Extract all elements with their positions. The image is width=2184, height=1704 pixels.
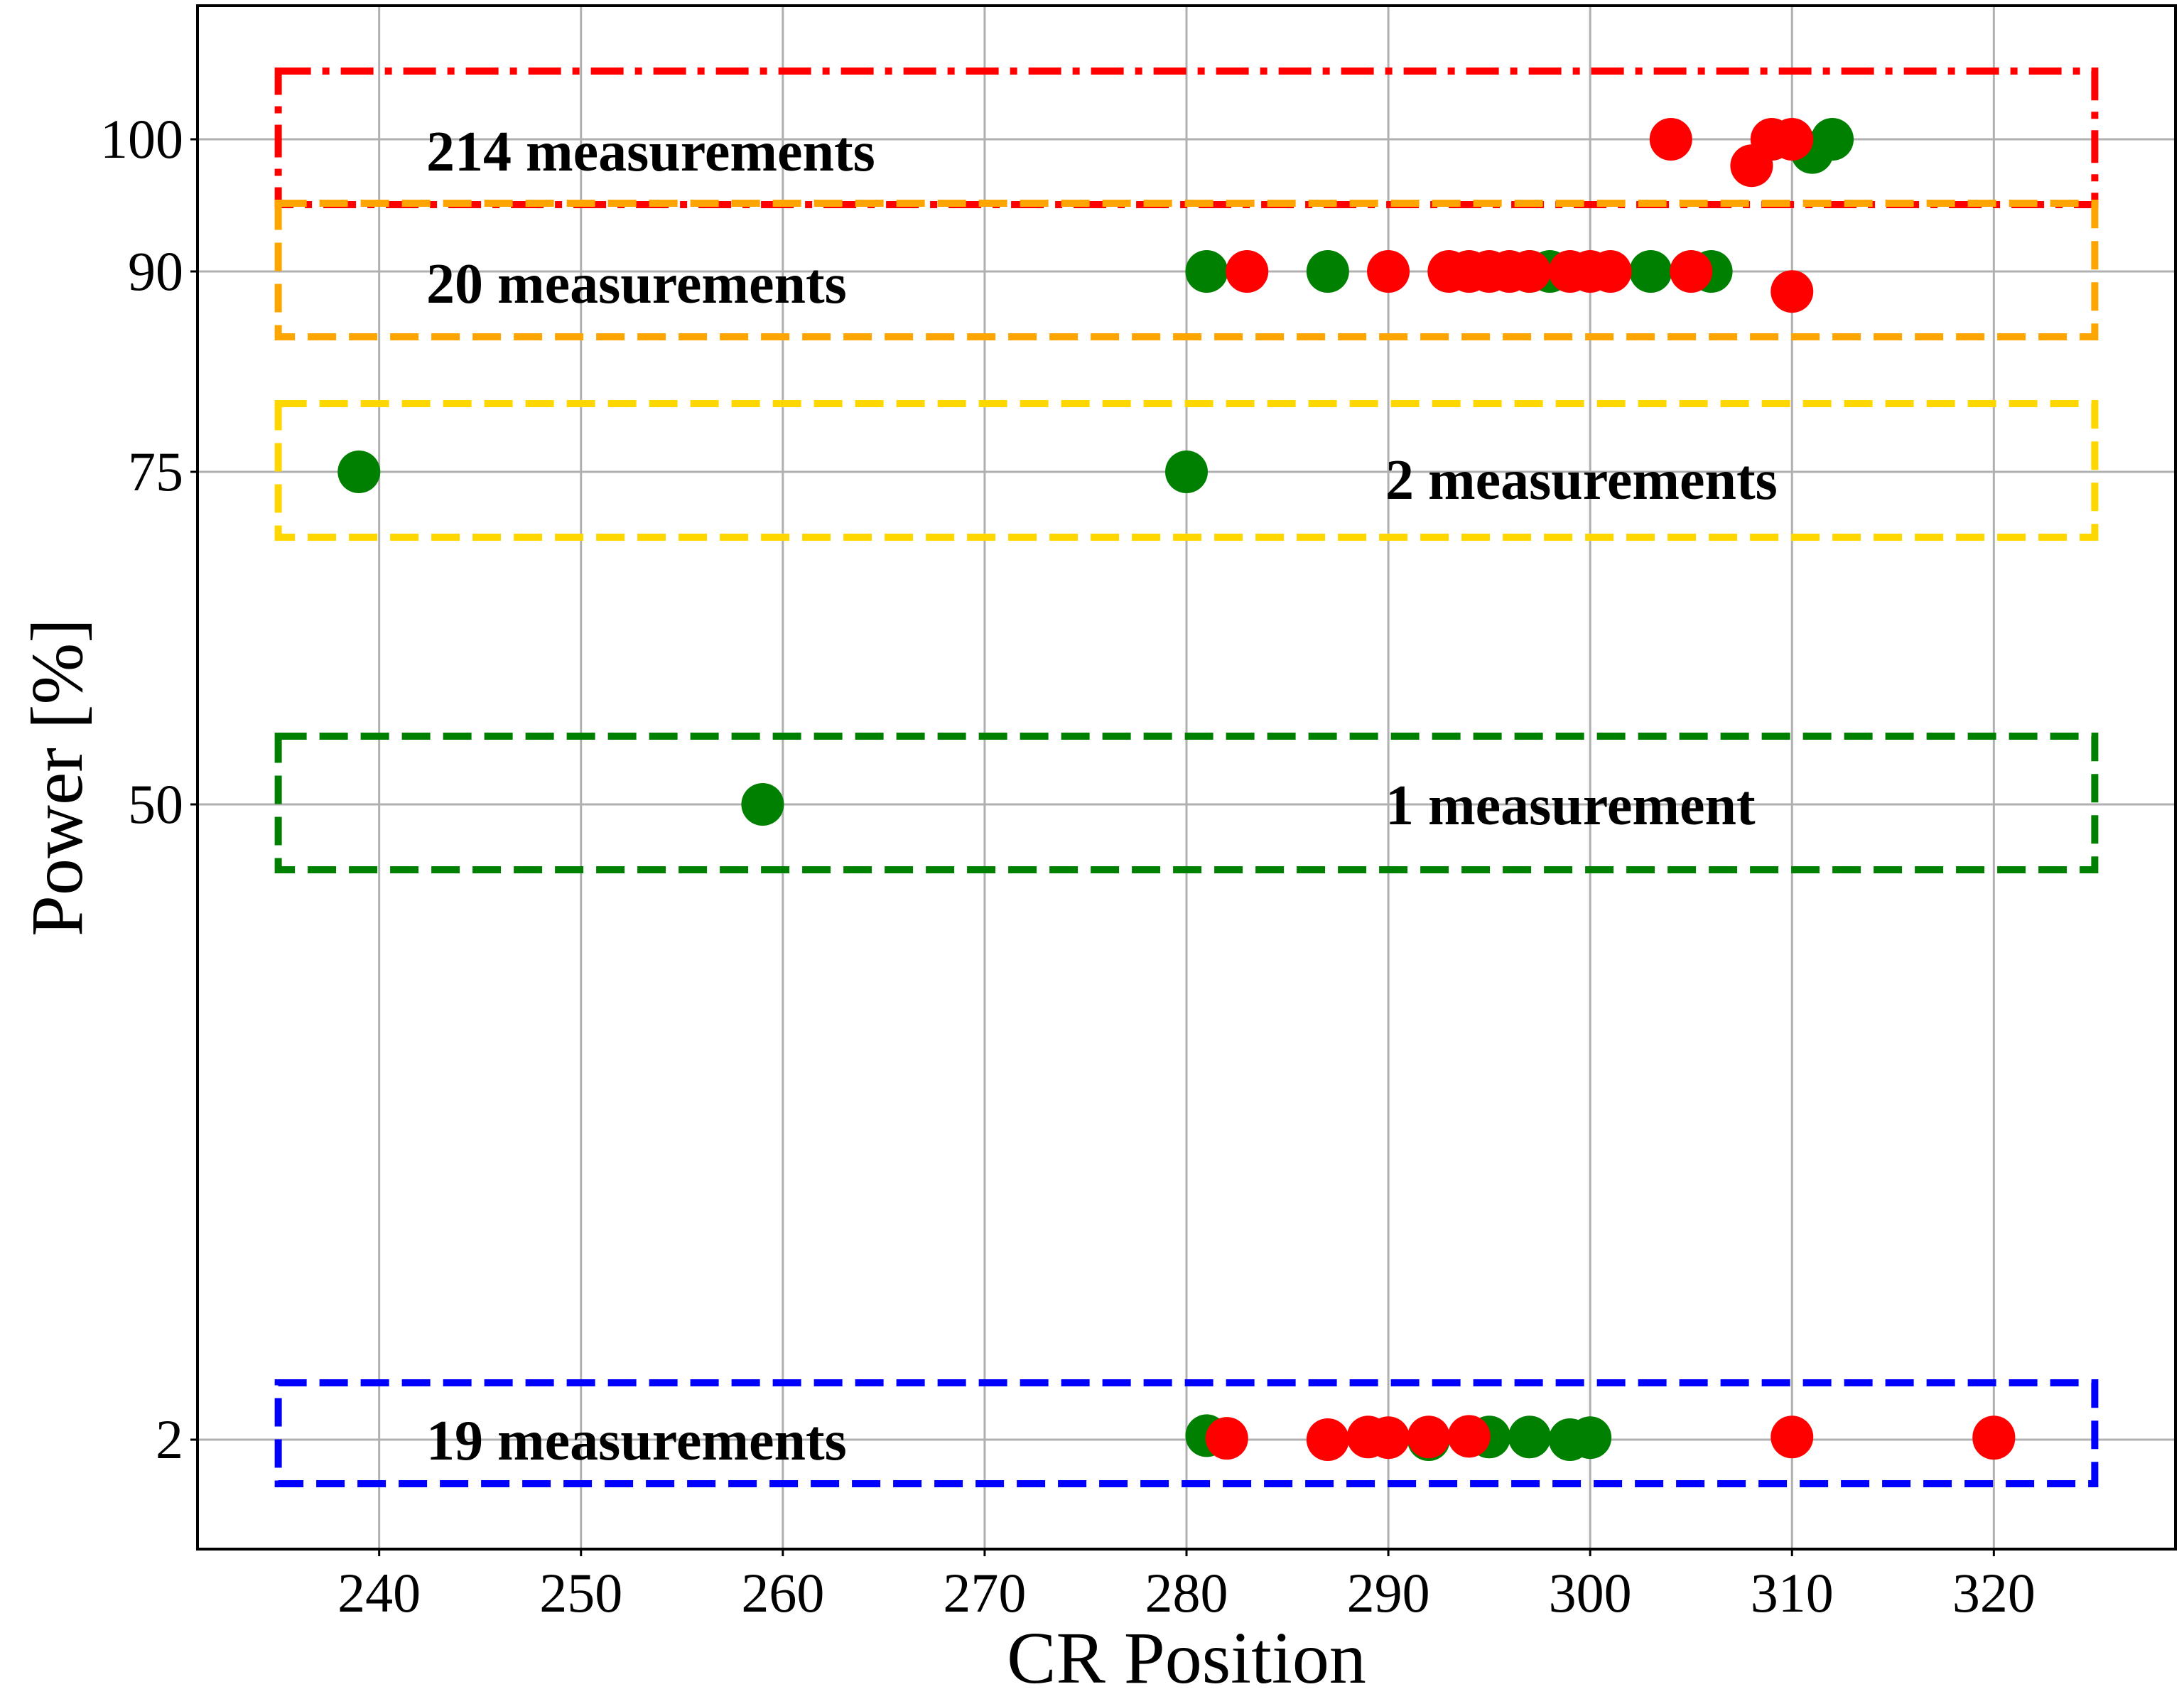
point-green-9 — [1165, 451, 1208, 493]
group-box-2 — [274, 1379, 2099, 1487]
point-green-8 — [337, 451, 381, 493]
x-tick-label-250: 250 — [539, 1562, 622, 1624]
x-tick-label-320: 320 — [1952, 1562, 2036, 1624]
group-labels: 214 measurements 20 measurements 2 measure… — [426, 121, 1778, 1472]
data-points — [337, 118, 2016, 1461]
y-tick-label-100: 100 — [100, 108, 183, 170]
x-tick-labels: 240 250 260 270 280 290 300 310 320 — [337, 1549, 2036, 1624]
group-label-90: 20 measurements — [426, 253, 847, 316]
point-green-1 — [1811, 118, 1854, 161]
group-label-50: 1 measurement — [1385, 775, 1756, 837]
group-boxes — [274, 68, 2099, 1487]
point-red-4 — [1226, 250, 1269, 293]
point-green-16 — [1569, 1416, 1612, 1460]
point-green-6 — [1629, 250, 1672, 293]
x-tick-label-260: 260 — [741, 1562, 824, 1624]
x-tick-label-280: 280 — [1145, 1562, 1228, 1624]
group-box-50 — [274, 733, 2099, 873]
point-red-13 — [1589, 250, 1632, 293]
x-tick-label-240: 240 — [337, 1562, 421, 1624]
point-red-22 — [1771, 1415, 1814, 1459]
group-box-75 — [274, 400, 2099, 541]
x-tick-label-290: 290 — [1347, 1562, 1430, 1624]
y-tick-label-90: 90 — [128, 240, 183, 302]
y-tick-label-2: 2 — [156, 1408, 183, 1470]
group-label-100: 214 measurements — [426, 121, 875, 183]
point-green-14 — [1508, 1415, 1551, 1459]
grid-lines — [198, 6, 2175, 1549]
group-box-90 — [274, 200, 2099, 340]
y-tick-label-50: 50 — [128, 773, 183, 835]
point-green-2 — [1185, 250, 1228, 293]
point-green-10 — [741, 783, 784, 826]
x-axis-label: CR Position — [1007, 1617, 1366, 1699]
y-tick-label-75: 75 — [128, 441, 183, 502]
y-axis-label: Power [%] — [16, 618, 98, 937]
point-red-3 — [1771, 118, 1814, 161]
point-red-21 — [1447, 1415, 1491, 1458]
point-green-3 — [1306, 250, 1349, 293]
group-label-2: 19 measurements — [426, 1410, 847, 1472]
x-tick-label-270: 270 — [943, 1562, 1026, 1624]
point-red-10 — [1508, 250, 1551, 293]
point-red-17 — [1306, 1418, 1349, 1461]
x-tick-label-300: 300 — [1549, 1562, 1632, 1624]
point-red-0 — [1649, 118, 1692, 161]
point-red-15 — [1771, 270, 1814, 313]
point-red-20 — [1407, 1415, 1450, 1459]
x-tick-label-310: 310 — [1751, 1562, 1834, 1624]
point-red-24 — [1972, 1415, 2016, 1459]
group-label-75: 2 measurements — [1385, 449, 1778, 512]
point-red-16 — [1205, 1417, 1248, 1460]
y-tick-labels: 2 50 75 90 100 — [100, 108, 198, 1470]
point-red-5 — [1367, 250, 1410, 293]
point-red-14 — [1670, 250, 1713, 293]
point-red-19 — [1367, 1416, 1410, 1460]
